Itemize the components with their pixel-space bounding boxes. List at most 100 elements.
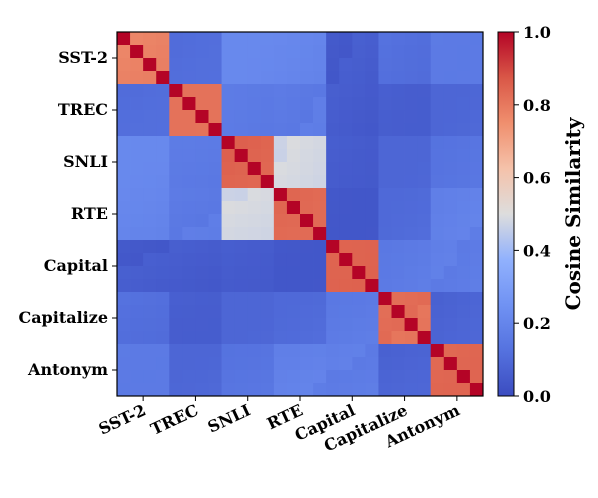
heatmap-cell bbox=[430, 214, 445, 228]
heatmap-cell bbox=[339, 383, 353, 397]
heatmap-cell bbox=[391, 110, 405, 124]
heatmap-cell bbox=[156, 331, 170, 345]
heatmap-cell bbox=[469, 123, 484, 137]
heatmap-cell bbox=[352, 305, 366, 319]
heatmap-cell bbox=[456, 318, 471, 332]
heatmap-cell bbox=[417, 201, 432, 215]
heatmap-cell bbox=[391, 136, 405, 150]
heatmap-cell bbox=[286, 58, 301, 72]
heatmap-cell bbox=[221, 344, 236, 358]
heatmap-cell bbox=[365, 175, 379, 189]
heatmap-cell bbox=[130, 279, 144, 293]
heatmap-cell bbox=[117, 370, 131, 384]
heatmap-cell bbox=[300, 97, 314, 111]
heatmap-cell bbox=[208, 318, 222, 332]
heatmap-cell bbox=[443, 84, 458, 98]
heatmap-cell bbox=[417, 253, 432, 267]
heatmap-cell bbox=[260, 188, 275, 202]
heatmap-cell bbox=[117, 123, 131, 137]
heatmap-cell bbox=[286, 188, 301, 202]
heatmap-cell bbox=[156, 201, 170, 215]
heatmap-cell bbox=[326, 383, 340, 397]
heatmap-cell bbox=[182, 162, 196, 176]
heatmap-cell bbox=[469, 214, 484, 228]
heatmap-cell bbox=[443, 331, 458, 345]
heatmap-cell bbox=[365, 292, 379, 306]
heatmap-cell bbox=[339, 175, 353, 189]
heatmap-cell bbox=[417, 357, 432, 371]
heatmap-cell bbox=[430, 253, 445, 267]
heatmap-cell bbox=[247, 305, 262, 319]
heatmap-cell bbox=[391, 344, 405, 358]
heatmap-cell bbox=[273, 45, 288, 59]
heatmap-cell bbox=[286, 357, 301, 371]
heatmap-cell bbox=[208, 240, 222, 254]
heatmap-cell bbox=[195, 136, 209, 150]
heatmap-cell bbox=[443, 162, 458, 176]
heatmap-cell bbox=[326, 344, 340, 358]
heatmap-cell bbox=[182, 318, 196, 332]
heatmap-cell bbox=[378, 97, 392, 111]
heatmap-cell bbox=[221, 383, 236, 397]
heatmap-cell bbox=[313, 318, 327, 332]
heatmap-cell bbox=[169, 175, 183, 189]
heatmap-cell bbox=[221, 45, 236, 59]
heatmap-cell bbox=[221, 201, 236, 215]
heatmap-cell bbox=[391, 201, 405, 215]
heatmap-cell bbox=[260, 383, 275, 397]
heatmap-cell bbox=[365, 279, 379, 293]
heatmap-cell bbox=[469, 357, 484, 371]
heatmap-cell bbox=[469, 136, 484, 150]
heatmap-cell bbox=[339, 266, 353, 280]
heatmap-cell bbox=[378, 136, 392, 150]
heatmap-cell bbox=[182, 32, 196, 46]
heatmap-cell bbox=[352, 266, 366, 280]
heatmap-cell bbox=[234, 175, 249, 189]
heatmap-cell bbox=[378, 253, 392, 267]
heatmap-cell bbox=[221, 370, 236, 384]
heatmap-cell bbox=[143, 45, 157, 59]
heatmap-cell bbox=[208, 71, 222, 85]
heatmap-cell bbox=[300, 318, 314, 332]
heatmap-cell bbox=[273, 279, 288, 293]
heatmap-cell bbox=[339, 318, 353, 332]
heatmap-cell bbox=[417, 45, 432, 59]
heatmap-cell bbox=[326, 162, 340, 176]
heatmap-cell bbox=[430, 45, 445, 59]
heatmap-cell bbox=[430, 32, 445, 46]
heatmap-cell bbox=[326, 227, 340, 241]
heatmap-cell bbox=[443, 201, 458, 215]
heatmap-cell bbox=[456, 240, 471, 254]
heatmap-cell bbox=[469, 279, 484, 293]
heatmap-cell bbox=[339, 279, 353, 293]
heatmap-cell bbox=[300, 149, 314, 163]
heatmap-cell bbox=[130, 318, 144, 332]
heatmap-cell bbox=[234, 188, 249, 202]
heatmap-cell bbox=[339, 188, 353, 202]
heatmap-cell bbox=[417, 32, 432, 46]
heatmap-cell bbox=[117, 71, 131, 85]
heatmap-cell bbox=[260, 162, 275, 176]
heatmap-cell bbox=[208, 227, 222, 241]
heatmap-cell bbox=[182, 240, 196, 254]
heatmap-cell bbox=[404, 175, 419, 189]
heatmap-cell bbox=[143, 331, 157, 345]
heatmap-cell bbox=[117, 331, 131, 345]
heatmap-cell bbox=[208, 188, 222, 202]
heatmap-cell bbox=[247, 123, 262, 137]
row-label: Antonym bbox=[27, 360, 108, 379]
heatmap-cell bbox=[326, 97, 340, 111]
heatmap-cell bbox=[117, 292, 131, 306]
heatmap-cell bbox=[339, 149, 353, 163]
heatmap-cell bbox=[208, 279, 222, 293]
heatmap-cell bbox=[300, 110, 314, 124]
heatmap-cell bbox=[313, 305, 327, 319]
heatmap-cell bbox=[247, 344, 262, 358]
heatmap-cell bbox=[195, 214, 209, 228]
heatmap-cell bbox=[221, 240, 236, 254]
heatmap-cell bbox=[339, 357, 353, 371]
heatmap-cell bbox=[352, 201, 366, 215]
heatmap-cell bbox=[234, 331, 249, 345]
heatmap-cell bbox=[430, 344, 445, 358]
heatmap-cell bbox=[339, 370, 353, 384]
